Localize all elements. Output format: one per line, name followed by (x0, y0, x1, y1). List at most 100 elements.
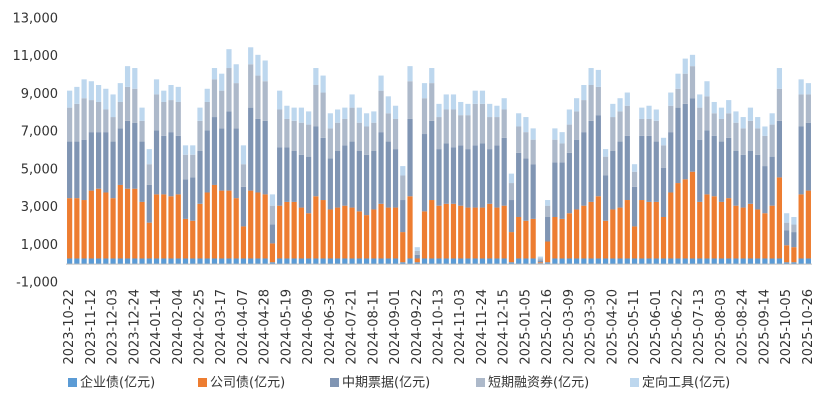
bar-segment (313, 126, 319, 197)
bar-segment (472, 207, 478, 259)
bar-segment (67, 198, 73, 259)
bar-segment (421, 211, 428, 259)
bar-segment (197, 258, 203, 265)
bar-segment (588, 85, 594, 121)
bar-segment (733, 122, 739, 151)
bar-segment (566, 152, 572, 214)
bar-segment (552, 217, 558, 259)
bar-segment (718, 258, 725, 265)
bar-segment (226, 68, 232, 112)
bar-segment (81, 200, 87, 259)
bar-segment (255, 192, 261, 259)
bar-segment (74, 198, 80, 259)
bar-segment (465, 149, 471, 208)
bar-segment (508, 173, 515, 184)
bar-segment (581, 258, 587, 265)
bar-segment (335, 122, 341, 151)
bar-segment (342, 118, 348, 146)
bar-segment (624, 92, 630, 106)
bar-segment (385, 141, 391, 208)
bar-segment (421, 258, 428, 265)
bar-segment (791, 217, 797, 225)
bar-segment (356, 107, 362, 123)
bar-segment (371, 209, 377, 259)
bar-segment (791, 224, 797, 233)
bar-segment (356, 151, 362, 212)
bar-segment (124, 258, 131, 265)
bar-segment (248, 64, 254, 108)
bar-segment (306, 213, 312, 259)
bar-segment (291, 107, 297, 121)
bar-segment (631, 186, 638, 227)
bar-segment (277, 147, 283, 206)
bar-segment (139, 201, 145, 259)
bar-segment (530, 164, 536, 219)
x-tick-label: 2024-04-07 (236, 289, 251, 365)
bar-segment (306, 124, 312, 157)
bar-segment (414, 254, 420, 259)
bar-segment (146, 149, 152, 165)
bar-segment (429, 120, 435, 201)
x-tick-label: 2025-08-24 (736, 289, 751, 365)
bar-segment (182, 154, 189, 180)
bar-segment (574, 111, 580, 140)
bar-segment (240, 164, 247, 187)
bar-segment (175, 194, 181, 259)
bar-segment (769, 113, 775, 125)
bar-segment (378, 258, 384, 265)
bar-segment (95, 188, 102, 259)
bar-segment (762, 126, 768, 136)
bar-segment (458, 258, 464, 265)
bar-segment (443, 143, 449, 204)
x-tick-label: 2025-06-01 (649, 289, 664, 365)
bar-segment (320, 75, 326, 93)
bar-segment (639, 200, 645, 259)
bar-segment (755, 154, 761, 210)
x-tick-label: 2024-11-24 (475, 289, 490, 365)
bar-segment (784, 213, 790, 223)
bar-segment (740, 258, 746, 265)
bar-segment (769, 156, 775, 206)
bar-segment (711, 101, 717, 114)
bar-segment (320, 200, 326, 259)
bar-segment (414, 262, 420, 265)
bar-segment (436, 117, 442, 150)
bar-segment (465, 207, 471, 259)
bar-segment (718, 141, 725, 202)
bar-segment (436, 103, 442, 118)
bar-segment (255, 54, 261, 76)
bar-segment (421, 98, 428, 135)
bar-segment (668, 92, 674, 106)
bar-segment (284, 147, 290, 202)
bar-segment (805, 83, 811, 95)
bar-segment (95, 132, 102, 189)
bar-segment (211, 258, 218, 265)
bar-segment (269, 243, 276, 263)
bar-segment (588, 68, 594, 85)
bar-segment (646, 105, 652, 119)
bar-segment (508, 262, 515, 265)
bar-segment (67, 90, 73, 108)
bar-segment (784, 230, 790, 246)
bar-segment (103, 109, 109, 133)
bar-segment (689, 98, 696, 172)
bar-segment (211, 117, 218, 185)
bar-segment (349, 258, 355, 265)
bar-segment (284, 105, 290, 119)
bar-segment (197, 203, 203, 259)
bar-segment (755, 258, 761, 265)
x-tick-label: 2023-11-12 (84, 289, 99, 365)
bar-segment (190, 177, 196, 221)
bar-segment (182, 258, 189, 265)
bar-segment (392, 258, 399, 265)
bar-segment (262, 81, 268, 121)
bar-segment (190, 258, 196, 265)
bar-segment (356, 258, 362, 265)
bar-segment (117, 83, 123, 102)
bar-segment (327, 128, 333, 159)
bar-segment (132, 188, 138, 259)
bar-segment (168, 132, 174, 197)
bar-segment (639, 118, 645, 136)
bar-segment (124, 188, 131, 259)
bar-segment (407, 258, 413, 265)
